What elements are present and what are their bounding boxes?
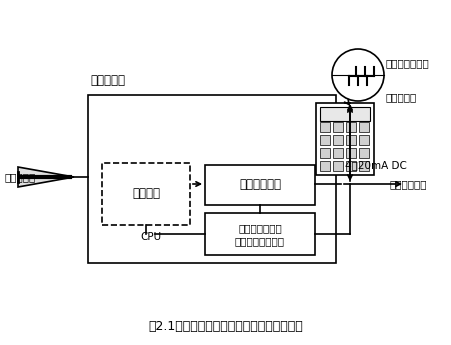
Text: 直流レベル: 直流レベル (385, 92, 416, 102)
Bar (205, 165, 314, 205)
Bar (333, 148, 343, 158)
Text: ディジタル信号: ディジタル信号 (238, 223, 281, 233)
Bar (359, 135, 368, 145)
Text: 温度センサ: 温度センサ (5, 172, 36, 182)
Text: ディジタル信号: ディジタル信号 (385, 58, 429, 68)
Bar (320, 161, 330, 171)
Bar (102, 163, 189, 225)
Bar (346, 122, 356, 132)
Bar (319, 107, 369, 121)
Bar (333, 135, 343, 145)
Bar (359, 122, 368, 132)
Polygon shape (18, 167, 74, 187)
Bar (205, 213, 314, 255)
Text: 測定回路: 測定回路 (132, 187, 160, 200)
Text: 温度伝送器: 温度伝送器 (90, 74, 125, 87)
Bar (320, 122, 330, 132)
Circle shape (331, 49, 383, 101)
Bar (346, 161, 356, 171)
Bar (320, 135, 330, 145)
Text: インターフェース: インターフェース (235, 236, 285, 246)
Bar (346, 135, 356, 145)
Bar (320, 148, 330, 158)
Text: 4～20mA DC: 4～20mA DC (344, 160, 406, 170)
Bar (315, 103, 373, 175)
Bar (333, 161, 343, 171)
Text: 電流出力回路: 電流出力回路 (239, 178, 281, 191)
Bar (359, 161, 368, 171)
Bar (333, 122, 343, 132)
Text: CPU: CPU (140, 232, 161, 242)
Bar (359, 148, 368, 158)
Text: 他の受信器へ: 他の受信器へ (389, 179, 427, 189)
Bar (346, 148, 356, 158)
Text: 図2.1　通信機能（スマート機能）の構成例: 図2.1 通信機能（スマート機能）の構成例 (148, 321, 303, 334)
Bar (88, 95, 335, 263)
